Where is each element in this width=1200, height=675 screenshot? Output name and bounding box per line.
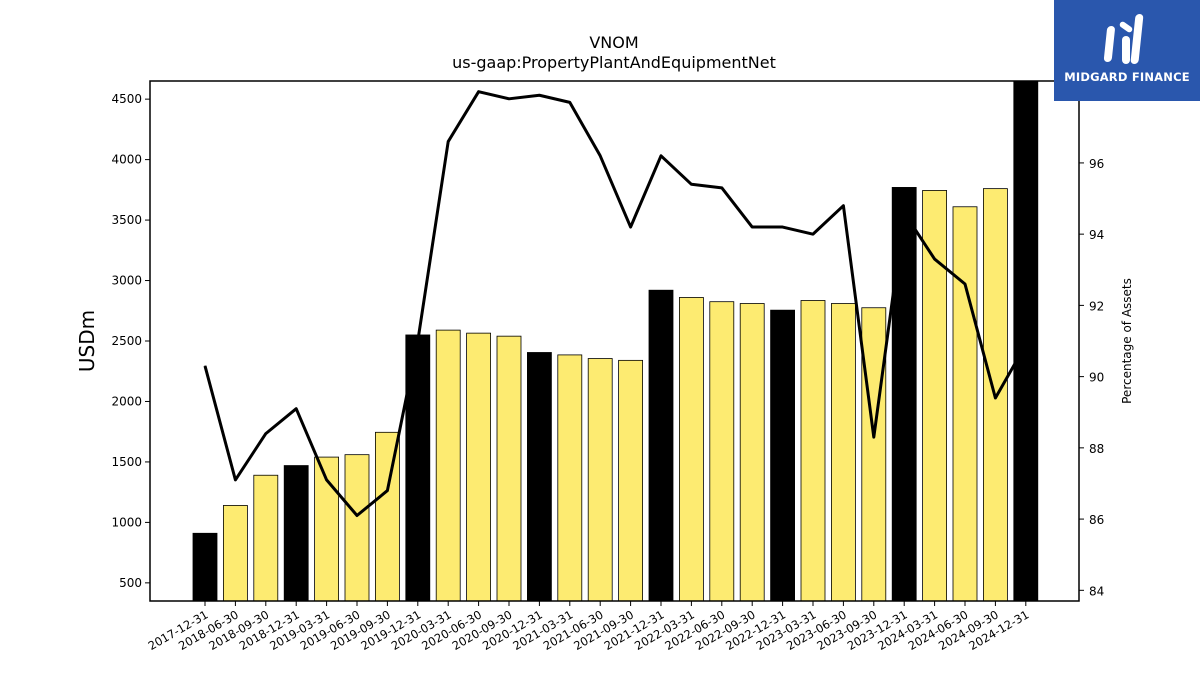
y-axis-label: USDm: [75, 310, 99, 372]
line-point-2021-12-31: [660, 155, 662, 157]
midgard-finance-logo: MIDGARD FINANCE: [1054, 0, 1200, 101]
y-tick-label: 4000: [111, 153, 142, 167]
line-point-2019-06-30: [356, 515, 358, 517]
y-tick-label: 4500: [111, 92, 142, 106]
y2-tick-label: 88: [1089, 442, 1104, 456]
bar-2020-03-31: [435, 329, 461, 602]
bar-2023-06-30: [831, 303, 856, 602]
line-point-2022-09-30: [751, 226, 753, 228]
line-series: [203, 90, 1028, 518]
y-tick-label: 3500: [111, 213, 142, 227]
bar-2023-09-30: [861, 307, 887, 602]
line-point-2021-03-31: [569, 101, 571, 103]
bar-2024-12-31: [1013, 80, 1039, 602]
line-point-2024-06-30: [964, 283, 966, 285]
bar-2022-12-31: [770, 309, 795, 602]
y2-tick-label: 92: [1089, 299, 1104, 313]
bar-2022-03-31: [679, 297, 704, 602]
y2-tick-label: 86: [1089, 513, 1104, 527]
line-point-2021-09-30: [630, 226, 632, 228]
line-point-2024-12-31: [1025, 344, 1027, 346]
line-point-2020-12-31: [538, 94, 540, 96]
y2-tick-label: 94: [1089, 228, 1104, 242]
chart-title: VNOM: [589, 33, 638, 52]
line-point-2024-09-30: [994, 397, 996, 399]
bar-2023-03-31: [800, 300, 826, 602]
bar-2024-06-30: [952, 206, 978, 602]
line-point-2024-03-31: [934, 258, 936, 260]
line-point-2020-06-30: [478, 91, 480, 93]
y2-tick-label: 84: [1089, 584, 1104, 598]
line-point-2022-03-31: [690, 183, 692, 185]
line-point-2020-09-30: [508, 98, 510, 100]
bar-2021-09-30: [618, 359, 643, 602]
y-tick-label: 2500: [111, 334, 142, 348]
percentage-of-assets-line: [203, 90, 1028, 518]
bar-2020-12-31: [527, 352, 552, 602]
right-axis: 84 86 88 90 92 94 96: [1079, 157, 1104, 598]
bar-2023-12-31: [891, 187, 917, 602]
bar-2024-03-31: [922, 190, 947, 602]
line-point-2018-12-31: [295, 408, 297, 410]
line-point-2022-12-31: [782, 226, 784, 228]
right-axis-label: Percentage of Assets: [1120, 278, 1134, 404]
line-point-2023-09-30: [873, 436, 875, 438]
bar-2020-09-30: [496, 335, 522, 602]
bar-2018-09-30: [253, 474, 279, 602]
left-axis: 500 1000 1500 2000 2500 3000 3500 4000 4500: [111, 92, 150, 590]
logo-text: MIDGARD FINANCE: [1064, 70, 1190, 84]
bar-2021-06-30: [587, 358, 613, 602]
line-point-2019-03-31: [326, 479, 328, 481]
bar-2017-12-31: [192, 532, 218, 602]
line-point-2023-06-30: [842, 205, 844, 207]
y-tick-label: 2000: [111, 394, 142, 408]
y-tick-label: 500: [119, 576, 142, 590]
bar-2020-06-30: [466, 332, 492, 602]
y-tick-label: 1000: [111, 515, 142, 529]
bar-2019-06-30: [344, 454, 370, 602]
bar-2021-03-31: [557, 354, 583, 602]
bar-2018-12-31: [283, 465, 309, 602]
line-point-2017-12-31: [204, 365, 206, 367]
y2-tick-label: 96: [1089, 157, 1104, 171]
line-point-2020-03-31: [447, 141, 449, 143]
y2-tick-label: 90: [1089, 371, 1104, 385]
line-point-2018-09-30: [265, 433, 267, 435]
x-axis: 2017-12-312018-06-302018-09-302018-12-31…: [146, 601, 1031, 653]
midgard-finance-logo-icon: [1103, 14, 1144, 64]
line-point-2019-12-31: [417, 340, 419, 342]
bar-series: [192, 80, 1039, 602]
line-point-2021-06-30: [599, 155, 601, 157]
bar-2022-09-30: [739, 303, 765, 602]
line-point-2023-12-31: [903, 212, 905, 214]
bar-2018-06-30: [222, 505, 248, 602]
bar-2021-12-31: [648, 289, 674, 602]
chart-subtitle: us-gaap:PropertyPlantAndEquipmentNet: [452, 53, 776, 72]
line-point-2023-03-31: [812, 233, 814, 235]
line-point-2018-06-30: [234, 479, 236, 481]
line-point-2019-09-30: [386, 490, 388, 492]
y-tick-label: 3000: [111, 274, 142, 288]
bar-2019-09-30: [374, 431, 400, 602]
y-tick-label: 1500: [111, 455, 142, 469]
bar-2022-06-30: [709, 301, 735, 602]
line-point-2022-06-30: [721, 187, 723, 189]
